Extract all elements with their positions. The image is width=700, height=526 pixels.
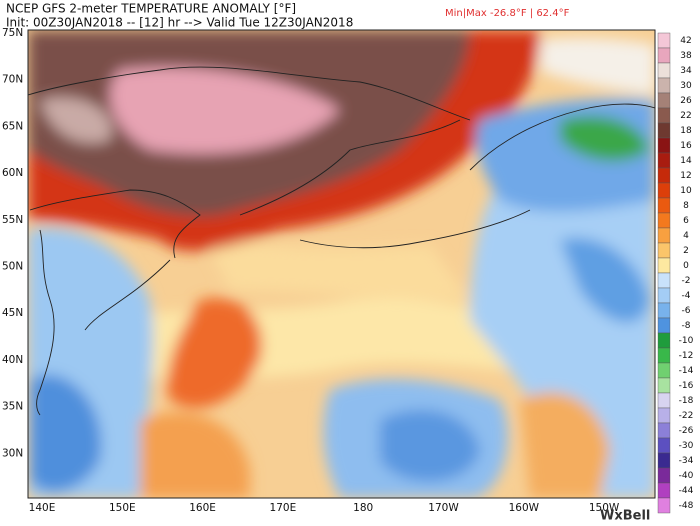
colorbar-swatch [657,47,671,64]
colorbar-label: 6 [683,216,689,226]
colorbar-label: 8 [683,201,689,211]
colorbar-swatch [657,482,671,499]
colorbar-label: -34 [679,456,694,466]
map-title: NCEP GFS 2-meter TEMPERATURE ANOMALY [°F… [6,2,296,16]
map-field [28,30,655,498]
colorbar-swatch [657,272,671,289]
colorbar-label: -12 [679,351,694,361]
colorbar-swatch [657,107,671,124]
lon-label: 170W [428,502,459,514]
colorbar-label: -40 [679,471,694,481]
colorbar-swatch [657,167,671,184]
colorbar-label: 4 [683,231,689,241]
colorbar-label: 22 [680,111,691,121]
colorbar-swatch [657,332,671,349]
coastlines [28,66,655,416]
colorbar-swatch [657,227,671,244]
lon-label: 140E [29,502,56,514]
colorbar-swatch [657,287,671,304]
lat-label: 50N [2,261,23,273]
colorbar-swatch [657,62,671,79]
lat-label: 30N [2,447,23,459]
colorbar-swatch [657,407,671,424]
colorbar-swatch [657,467,671,484]
min-max: Min|Max -26.8°F | 62.4°F [445,8,570,19]
colorbar-swatch [657,437,671,454]
colorbar-swatch [657,347,671,364]
lat-label: 45N [2,307,23,319]
colorbar-label: 26 [680,96,692,106]
lon-label: 160E [189,502,216,514]
colorbar-swatch [657,422,671,439]
colorbar-label: 18 [680,126,692,136]
colorbar-label: -4 [682,291,691,301]
colorbar-label: -48 [679,501,694,511]
colorbar-swatch [657,212,671,229]
lon-labels: 140E 150E 160E 170E 180 170W 160W 150W [29,502,620,514]
colorbar-label: 30 [680,81,692,91]
lon-label: 150W [589,502,620,514]
colorbar-swatch [657,77,671,94]
colorbar-swatch [657,182,671,199]
colorbar-label: 16 [680,141,692,151]
colorbar-label: 38 [680,51,692,61]
colorbar-swatch [657,497,671,514]
lat-label: 70N [2,74,23,86]
init-line: Init: 00Z30JAN2018 -- [12] hr --> Valid … [6,16,353,30]
colorbar-label: 14 [680,156,692,166]
colorbar-swatch [657,317,671,334]
colorbar-label: -10 [679,336,694,346]
lon-label: 170E [270,502,297,514]
colorbar-label: 0 [683,261,689,271]
colorbar-label: 34 [680,66,692,76]
colorbar-label: -18 [679,396,694,406]
lat-label: 40N [2,354,23,366]
lon-label: 150E [109,502,136,514]
colorbar-swatch [657,362,671,379]
colorbar-label: -30 [679,441,694,451]
colorbar-label: -26 [679,426,694,436]
lat-label: 60N [2,167,23,179]
colorbar-swatch [657,302,671,319]
colorbar-swatch [657,257,671,274]
colorbar-label: -6 [682,306,691,316]
colorbar-label: 12 [680,171,691,181]
colorbar-swatch [657,32,671,49]
colorbar-swatch [657,152,671,169]
colorbar-label: -2 [682,276,691,286]
lon-label: 160W [509,502,540,514]
colorbar-swatch [657,92,671,109]
colorbar-swatch [657,392,671,409]
lat-label: 35N [2,401,23,413]
colorbar-swatch [657,197,671,214]
map-frame [27,29,656,499]
colorbar-label: -44 [679,486,694,496]
colorbar-label: -14 [679,366,694,376]
colorbar-swatch [657,122,671,139]
lat-labels: 75N 70N 65N 60N 55N 50N 45N 40N 35N 30N [2,27,23,459]
colorbar-swatch [657,377,671,394]
colorbar-label: 42 [680,36,691,46]
colorbar-label: 2 [683,246,689,256]
colorbar-swatch [657,452,671,469]
colorbar-label: 10 [680,186,692,196]
colorbar: 423834302622181614121086420-2-4-6-8-10-1… [657,32,694,514]
lat-label: 75N [2,27,23,39]
colorbar-label: -22 [679,411,694,421]
lat-label: 55N [2,214,23,226]
colorbar-swatch [657,242,671,259]
colorbar-label: -16 [679,381,694,391]
lat-label: 65N [2,120,23,132]
colorbar-swatch [657,137,671,154]
lon-label: 180 [353,502,373,514]
logo: WxBell [600,509,650,524]
colorbar-label: -8 [682,321,691,331]
